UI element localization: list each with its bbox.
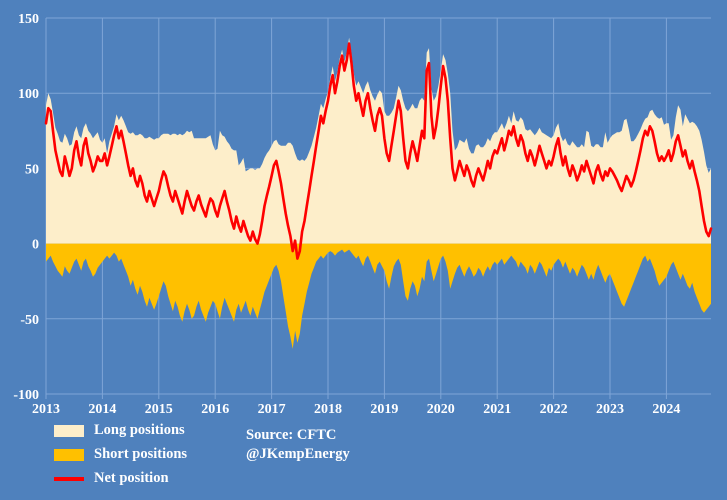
legend-item-net: Net position [54, 470, 187, 486]
legend-label-net: Net position [94, 470, 169, 486]
svg-text:2023: 2023 [596, 402, 624, 417]
svg-text:2021: 2021 [483, 402, 511, 417]
source-credit: Source: CFTC @JKempEnergy [246, 426, 350, 464]
svg-text:2016: 2016 [201, 402, 229, 417]
svg-text:2017: 2017 [258, 402, 286, 417]
svg-text:2022: 2022 [540, 402, 568, 417]
svg-text:2014: 2014 [88, 402, 116, 417]
svg-text:2015: 2015 [145, 402, 173, 417]
legend-label-long: Long positions [94, 422, 185, 438]
short-positions-swatch [54, 448, 84, 461]
chart-legend: Long positions Short positions Net posit… [54, 422, 188, 486]
author-handle: @JKempEnergy [246, 445, 350, 462]
svg-text:50: 50 [25, 162, 39, 177]
svg-text:2013: 2013 [32, 402, 60, 417]
svg-text:-100: -100 [13, 388, 39, 403]
svg-text:0: 0 [32, 238, 39, 253]
legend-label-short: Short positions [94, 446, 188, 462]
net-position-swatch [54, 476, 84, 481]
legend-item-short: Short positions [54, 446, 188, 462]
svg-text:2019: 2019 [370, 402, 398, 417]
svg-text:150: 150 [18, 12, 39, 27]
svg-text:2024: 2024 [652, 402, 680, 417]
legend-item-long: Long positions [54, 422, 187, 438]
svg-text:-50: -50 [20, 313, 39, 328]
svg-text:2018: 2018 [314, 402, 342, 417]
source-line: Source: CFTC [246, 427, 337, 443]
long-positions-swatch [54, 424, 84, 437]
svg-text:100: 100 [18, 87, 39, 102]
svg-text:2020: 2020 [427, 402, 455, 417]
